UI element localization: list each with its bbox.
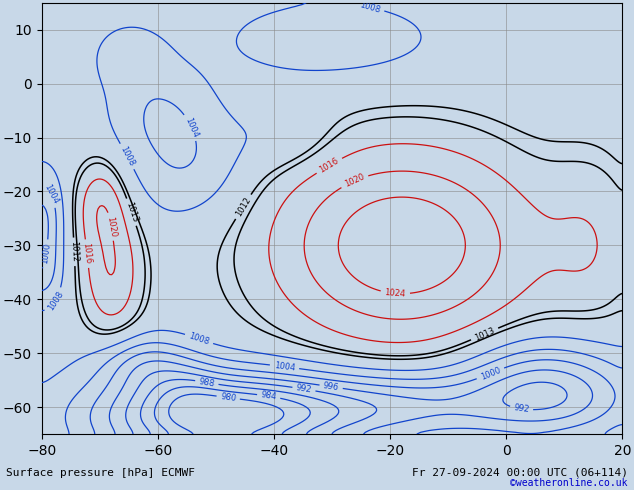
Text: 1004: 1004 (273, 361, 295, 372)
Text: 996: 996 (323, 381, 340, 392)
Text: 1008: 1008 (46, 290, 65, 312)
Text: 1020: 1020 (343, 172, 366, 189)
Text: 980: 980 (220, 392, 236, 403)
Text: Fr 27-09-2024 00:00 UTC (06+114): Fr 27-09-2024 00:00 UTC (06+114) (411, 468, 628, 478)
Text: 1013: 1013 (124, 201, 139, 223)
Text: 1013: 1013 (473, 325, 496, 343)
Text: 1004: 1004 (183, 116, 200, 139)
Text: 1008: 1008 (359, 0, 382, 14)
Text: 992: 992 (295, 383, 313, 395)
Text: 1020: 1020 (105, 216, 118, 238)
Text: 1024: 1024 (384, 288, 406, 299)
Text: 1016: 1016 (81, 243, 93, 265)
Text: 1008: 1008 (188, 331, 210, 346)
Text: 1012: 1012 (234, 196, 252, 218)
Text: 1000: 1000 (479, 365, 502, 382)
Text: 1008: 1008 (119, 145, 136, 168)
Text: 1012: 1012 (69, 241, 79, 263)
Text: 1000: 1000 (41, 243, 53, 265)
Text: 1004: 1004 (42, 183, 60, 205)
Text: Surface pressure [hPa] ECMWF: Surface pressure [hPa] ECMWF (6, 468, 195, 478)
Text: ©weatheronline.co.uk: ©weatheronline.co.uk (510, 478, 628, 488)
Text: 992: 992 (513, 403, 530, 415)
Text: 1016: 1016 (318, 156, 340, 175)
Text: 988: 988 (198, 377, 216, 388)
Text: 984: 984 (260, 391, 277, 402)
